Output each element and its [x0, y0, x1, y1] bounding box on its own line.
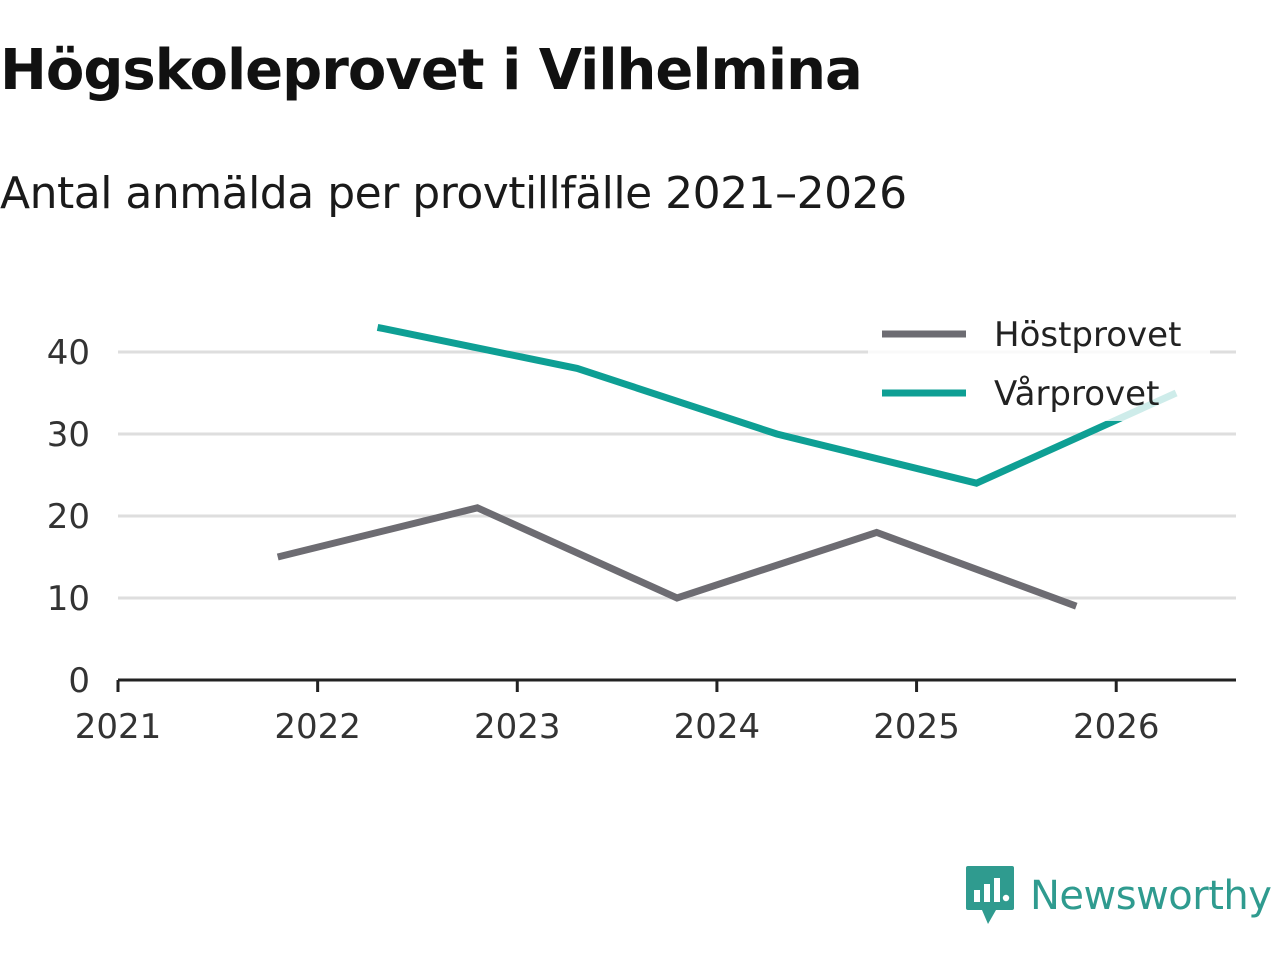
brand-name: Newsworthy: [1030, 873, 1272, 919]
line-chart: 0 10 20 30 40 2021 2022 2023 2024 2025 2026 Höstpr…: [46, 305, 1236, 747]
chart-subtitle: Antal anmälda per provtillfälle 2021–202…: [0, 168, 907, 219]
legend-background: [868, 305, 1210, 421]
legend-label-0: Höstprovet: [994, 315, 1181, 355]
y-tick-label: 40: [47, 333, 90, 373]
y-tick-label: 10: [47, 579, 90, 619]
legend-label-1: Vårprovet: [994, 374, 1159, 414]
newsworthy-logo-icon: [966, 866, 1014, 924]
legend: Höstprovet Vårprovet: [868, 305, 1210, 421]
y-tick-label: 0: [68, 661, 90, 701]
chart-title: Högskoleprovet i Vilhelmina: [0, 38, 863, 103]
x-tick-label: 2021: [75, 707, 162, 747]
x-tick-label: 2022: [274, 707, 361, 747]
x-tick-label: 2023: [474, 707, 561, 747]
brand: Newsworthy: [964, 864, 1272, 928]
x-tick-label: 2024: [674, 707, 761, 747]
y-tick-label: 20: [47, 497, 90, 537]
x-tick-label: 2026: [1073, 707, 1160, 747]
x-tick-label: 2025: [873, 707, 960, 747]
series-line-0: [276, 504, 1078, 610]
y-tick-label: 30: [47, 415, 90, 455]
